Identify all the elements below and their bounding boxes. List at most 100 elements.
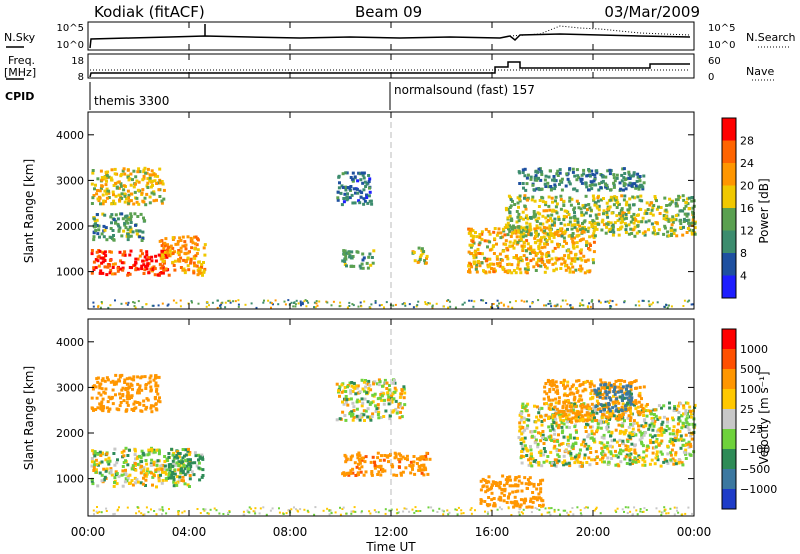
data-cell: [153, 450, 157, 454]
data-cell: [353, 201, 357, 205]
data-cell: [618, 217, 622, 221]
data-cell: [505, 482, 509, 486]
data-cell: [181, 460, 185, 464]
data-cell: [499, 498, 503, 502]
data-cell: [629, 433, 633, 437]
data-cell: [645, 448, 649, 452]
data-cell: [555, 232, 559, 236]
data-cell: [622, 198, 626, 202]
data-cell: [148, 176, 152, 180]
data-cell: [97, 254, 101, 258]
data-cell: [488, 248, 492, 252]
ground-scatter-cell: [96, 506, 98, 508]
ground-scatter-cell: [579, 512, 582, 515]
ground-scatter-cell: [595, 506, 598, 509]
data-cell: [601, 460, 604, 464]
data-cell: [160, 468, 164, 471]
data-cell: [579, 177, 583, 181]
data-cell: [525, 221, 529, 225]
data-cell: [676, 404, 680, 408]
data-cell: [141, 188, 145, 192]
data-cell: [522, 186, 525, 190]
data-cell: [517, 212, 521, 216]
data-cell: [651, 451, 655, 455]
data-cell: [594, 390, 598, 394]
data-cell: [668, 440, 672, 443]
data-cell: [509, 478, 512, 482]
data-cell: [529, 248, 533, 252]
data-cell: [413, 259, 417, 263]
data-cell: [680, 461, 684, 465]
data-cell: [112, 382, 116, 386]
data-cell: [387, 395, 391, 399]
ground-scatter-cell: [562, 509, 565, 512]
data-cell: [122, 229, 126, 233]
data-cell: [161, 182, 165, 186]
data-cell: [591, 258, 595, 262]
data-cell: [536, 211, 540, 215]
data-cell: [626, 416, 630, 420]
data-cell: [362, 202, 366, 206]
data-cell: [515, 254, 518, 258]
data-cell: [608, 172, 612, 176]
data-cell: [570, 223, 574, 227]
data-cell: [595, 205, 599, 209]
data-cell: [548, 382, 552, 386]
data-cell: [551, 461, 555, 465]
data-cell: [359, 266, 363, 270]
data-cell: [567, 444, 571, 448]
ground-scatter-cell: [339, 301, 342, 304]
data-cell: [642, 425, 646, 429]
data-cell: [418, 466, 422, 470]
data-cell: [605, 213, 609, 217]
data-cell: [571, 241, 575, 245]
data-cell: [630, 396, 634, 400]
data-cell: [599, 426, 603, 430]
data-cell: [173, 268, 177, 272]
data-cell: [502, 499, 506, 503]
data-cell: [377, 410, 381, 414]
data-cell: [523, 174, 527, 178]
data-cell: [645, 403, 649, 406]
data-cell: [467, 250, 471, 254]
data-cell: [531, 491, 535, 494]
data-cell: [523, 476, 527, 480]
ground-scatter-cell: [650, 303, 653, 306]
data-cell: [339, 191, 343, 195]
data-cell: [535, 187, 539, 191]
data-cell: [142, 272, 146, 275]
ground-scatter-cell: [442, 510, 445, 513]
data-cell: [648, 410, 652, 413]
data-cell: [398, 404, 402, 408]
ground-scatter-cell: [553, 304, 556, 307]
ground-scatter-cell: [621, 508, 624, 511]
data-cell: [565, 172, 569, 176]
data-cell: [417, 464, 421, 468]
data-cell: [565, 209, 569, 213]
data-cell: [640, 436, 644, 440]
data-cell: [123, 221, 127, 225]
data-cell: [148, 380, 152, 384]
data-cell: [156, 273, 160, 277]
data-cell: [126, 387, 130, 391]
data-cell: [128, 376, 132, 380]
ground-scatter-cell: [301, 303, 304, 306]
data-cell: [362, 413, 366, 417]
data-cell: [100, 378, 104, 382]
data-cell: [107, 409, 111, 413]
data-cell: [111, 272, 114, 276]
data-cell: [506, 248, 510, 252]
ground-scatter-cell: [360, 305, 363, 308]
ground-scatter-cell: [369, 306, 372, 309]
data-cell: [572, 270, 575, 274]
data-cell: [129, 192, 133, 196]
data-cell: [556, 242, 559, 246]
data-cell: [349, 391, 353, 395]
data-cell: [420, 248, 424, 252]
data-cell: [403, 457, 407, 461]
data-cell: [641, 458, 645, 462]
data-cell: [380, 454, 383, 458]
ground-scatter-cell: [385, 301, 388, 304]
data-cell: [553, 261, 557, 265]
data-cell: [515, 242, 519, 246]
